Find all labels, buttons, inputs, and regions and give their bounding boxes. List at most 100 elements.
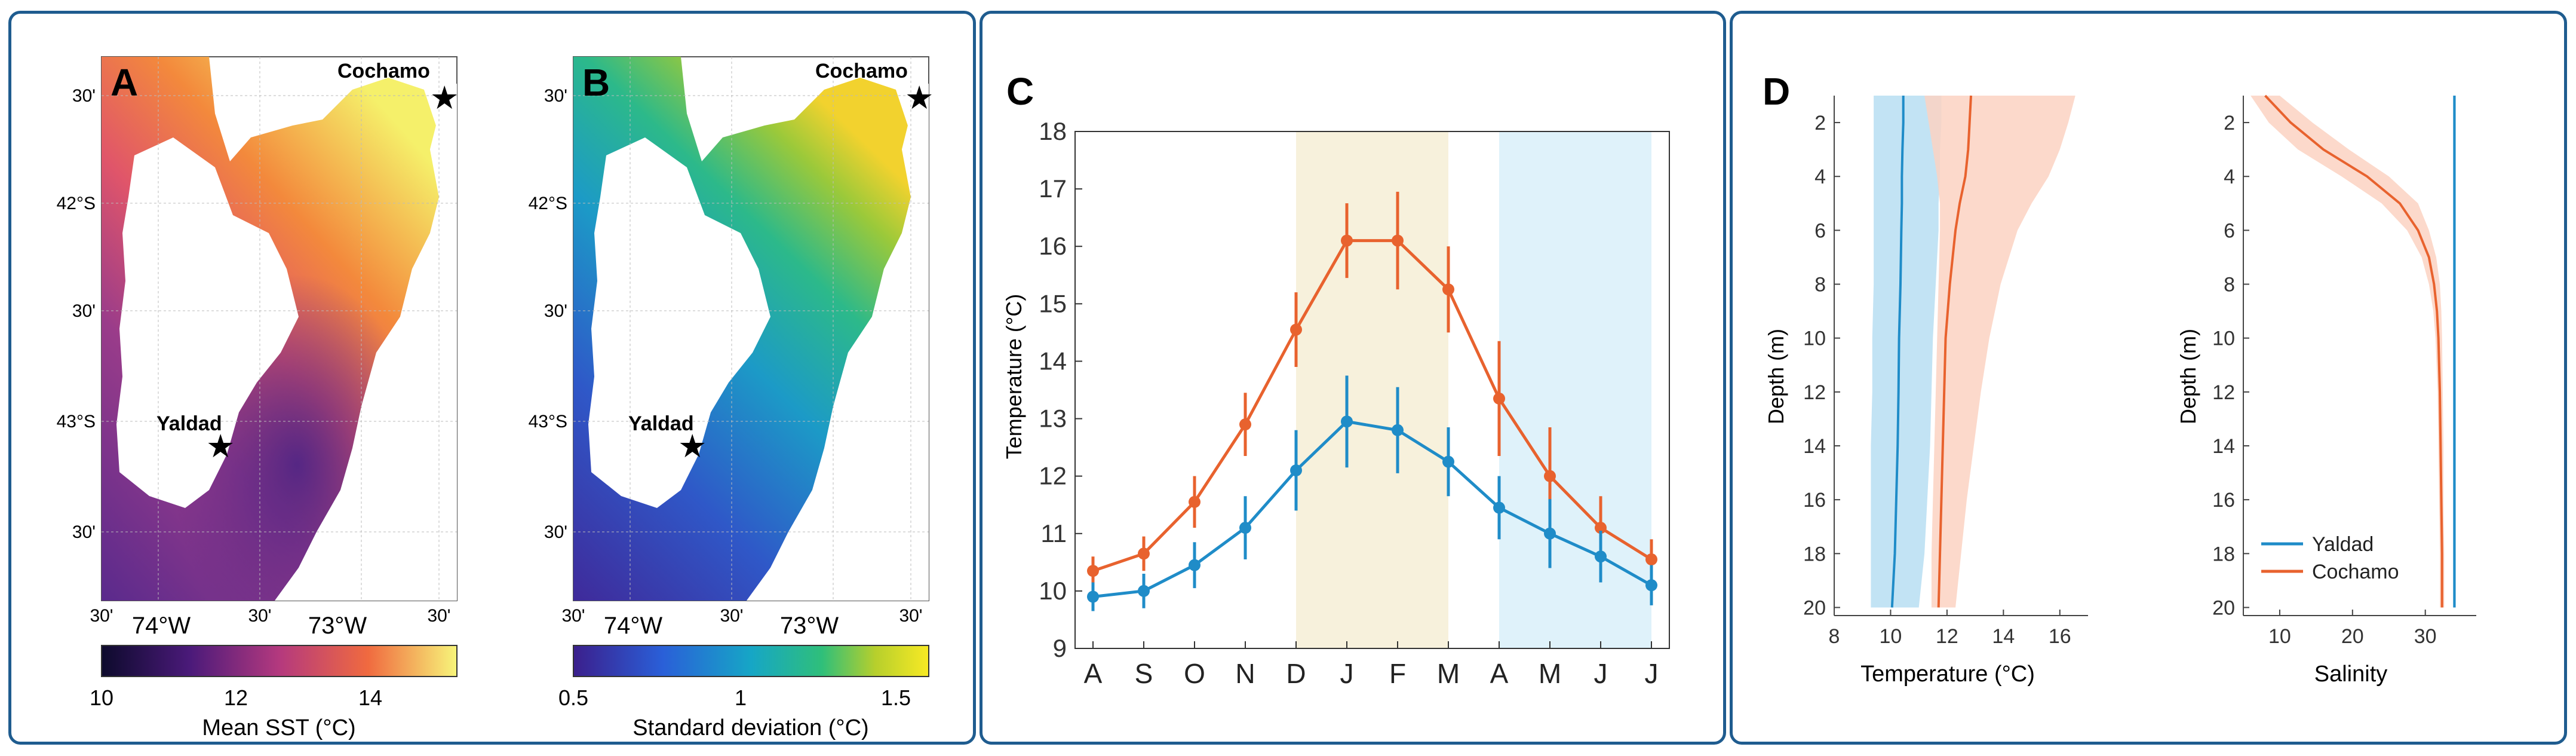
x-tick-label: M [1437, 658, 1460, 689]
y-tick-label: 12 [1803, 381, 1826, 404]
y-tick-label: 18 [2212, 543, 2235, 565]
site-star-yaldad-a: ★ [206, 428, 235, 464]
colorbar-tick: 1 [735, 685, 747, 710]
x-tick-label: F [1389, 658, 1406, 689]
band-cochamo [2250, 96, 2445, 608]
panel-d-chart: D Depth (m) Temperature (°C) Depth (m) S… [1763, 70, 2476, 687]
data-point [1595, 522, 1607, 534]
profile-line-yaldad [1890, 96, 1905, 608]
x-tick-label: D [1286, 658, 1306, 689]
lon-label: 73°W [780, 613, 839, 639]
lon-label: 74°W [132, 613, 191, 639]
lat-label: 42°S [529, 194, 567, 213]
data-point [1239, 418, 1251, 431]
colorbar-sd [573, 645, 929, 677]
data-point [1442, 455, 1454, 468]
plot-frame-c [1074, 131, 1670, 649]
x-tick-label: 16 [2049, 625, 2071, 648]
data-point [1138, 547, 1150, 560]
data-point [1392, 424, 1404, 436]
y-tick-label: 12 [2212, 381, 2235, 404]
site-star-yaldad-b: ★ [678, 428, 707, 464]
lon-label: 30' [90, 606, 113, 626]
colorbar-sst [101, 645, 458, 677]
lon-label: 30' [720, 606, 743, 626]
x-tick-label: O [1184, 658, 1205, 689]
y-tick-label: 10 [1803, 328, 1826, 350]
y-tick-label: 2 [1814, 112, 1826, 134]
y-tick-label: 10 [2212, 328, 2235, 350]
data-point [1087, 590, 1099, 603]
profile-line-cochamo [1937, 95, 1973, 608]
y-axis-label-d2: Depth (m) [2176, 329, 2200, 424]
x-tick-label: 14 [1992, 625, 2015, 648]
data-point [1544, 470, 1556, 482]
profile-line-cochamo [2264, 94, 2443, 608]
lat-label: 30' [544, 86, 567, 106]
panel-b-label: B [582, 61, 610, 104]
y-tick-label: 8 [2224, 274, 2235, 296]
y-tick-label: 18 [1039, 117, 1067, 145]
data-point [1341, 234, 1353, 247]
y-tick-label: 6 [1814, 219, 1826, 242]
y-tick-label: 10 [1039, 577, 1067, 605]
site-star-cochamo-a: ★ [430, 80, 459, 116]
colorbar-title-sd: Standard deviation (°C) [633, 715, 868, 740]
lat-label: 30' [72, 86, 96, 106]
lon-label: 74°W [604, 613, 662, 639]
x-axis-label-d2: Salinity [2314, 662, 2388, 687]
y-tick-label: 15 [1039, 289, 1067, 317]
panel-b: B Cochamo ★ Yaldad ★ 30' 42°S 30' 43°S 3… [529, 56, 934, 740]
x-tick-label: A [1490, 658, 1509, 689]
colorbar-tick: 0.5 [558, 685, 588, 710]
y-tick-label: 9 [1053, 634, 1067, 662]
data-point [1341, 415, 1353, 428]
data-point [1645, 579, 1657, 592]
y-axis-label-c: Temperature (°C) [1002, 294, 1026, 459]
y-tick-label: 16 [1803, 489, 1826, 512]
y-tick-label: 14 [1039, 347, 1067, 375]
map-b-mainland [747, 84, 929, 601]
y-tick-label: 17 [1039, 175, 1067, 203]
series-line-cochamo [1092, 239, 1653, 573]
x-tick-label: J [1594, 658, 1608, 689]
x-tick-label: 10 [2268, 625, 2291, 648]
x-tick-label: S [1135, 658, 1153, 689]
map-b-island [588, 137, 770, 508]
map-a-island [116, 137, 299, 508]
data-point [1189, 495, 1201, 508]
colorbar-tick: 10 [90, 685, 113, 710]
shaded-region-summer [1296, 131, 1448, 648]
colorbar-tick: 12 [224, 685, 248, 710]
x-tick-label: N [1235, 658, 1255, 689]
panel-a: A Cochamo ★ Yaldad ★ 30' 42°S 30' 43°S 3… [57, 56, 459, 740]
lon-label: 30' [248, 606, 271, 626]
site-label-yaldad-a: Yaldad [156, 412, 222, 435]
lon-label: 30' [427, 606, 450, 626]
y-tick-label: 16 [2212, 489, 2235, 512]
y-tick-label: 18 [1803, 543, 1826, 565]
data-point [1595, 550, 1607, 563]
lon-label: 30' [899, 606, 922, 626]
band-cochamo [1924, 96, 2075, 608]
data-point [1392, 234, 1404, 247]
panel-a-label: A [110, 61, 138, 104]
shaded-region-winter [1499, 131, 1651, 648]
y-axis-label-d1: Depth (m) [1764, 329, 1788, 424]
data-point [1645, 553, 1657, 566]
data-point [1544, 527, 1556, 540]
y-tick-label: 14 [1803, 435, 1826, 458]
x-tick-label: 10 [1880, 625, 1902, 648]
data-point [1138, 584, 1150, 597]
y-tick-label: 4 [1814, 166, 1826, 188]
y-tick-label: 11 [1040, 519, 1067, 547]
panel-d-label: D [1763, 70, 1790, 113]
x-tick-label: 20 [2341, 625, 2364, 648]
y-tick-label: 6 [2224, 219, 2235, 242]
lat-label: 30' [72, 522, 96, 542]
band-yaldad [1871, 96, 1942, 608]
y-tick-label: 14 [2212, 435, 2235, 458]
y-tick-label: 13 [1039, 405, 1067, 433]
y-tick-label: 4 [2224, 166, 2235, 188]
lat-label: 30' [544, 522, 567, 542]
